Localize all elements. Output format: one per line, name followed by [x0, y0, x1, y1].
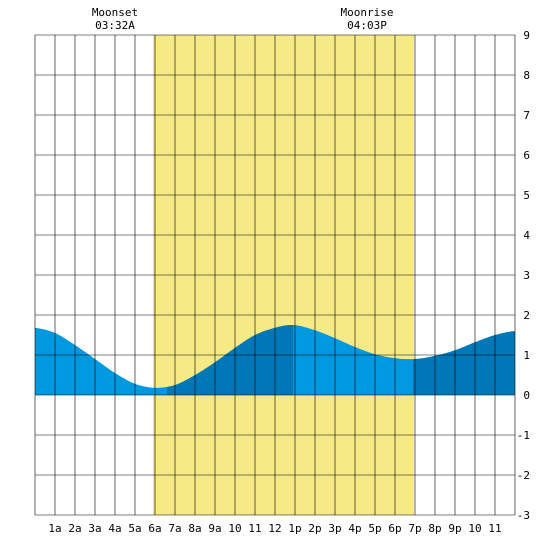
x-tick-label: 6p [388, 522, 401, 535]
x-tick-label: 12 [268, 522, 281, 535]
x-tick-label: 11 [488, 522, 501, 535]
x-tick-label: 7p [408, 522, 421, 535]
y-tick-label: 5 [523, 189, 530, 202]
y-tick-label: 7 [523, 109, 530, 122]
x-tick-label: 2a [68, 522, 81, 535]
y-tick-label: 0 [523, 389, 530, 402]
moon-event-label: Moonset [92, 6, 138, 19]
x-tick-label: 2p [308, 522, 321, 535]
x-tick-label: 4a [108, 522, 121, 535]
x-tick-label: 3p [328, 522, 341, 535]
y-tick-label: 4 [523, 229, 530, 242]
tide-area-segment-2 [167, 324, 293, 395]
x-tick-label: 1a [48, 522, 61, 535]
x-tick-label: 5a [128, 522, 141, 535]
moon-event-time: 03:32A [95, 19, 135, 32]
tide-area-segment-1 [35, 327, 167, 395]
x-tick-label: 9a [208, 522, 221, 535]
y-tick-label: 3 [523, 269, 530, 282]
x-tick-label: 4p [348, 522, 361, 535]
x-tick-label: 5p [368, 522, 381, 535]
x-tick-label: 8p [428, 522, 441, 535]
y-tick-label: 8 [523, 69, 530, 82]
tide-area-segment-3 [293, 325, 413, 395]
moon-event-label: Moonrise [341, 6, 394, 19]
y-tick-label: 6 [523, 149, 530, 162]
y-tick-label: 2 [523, 309, 530, 322]
y-tick-label: -1 [517, 429, 530, 442]
y-tick-label: -2 [517, 469, 530, 482]
y-tick-label: -3 [517, 509, 530, 522]
x-tick-label: 10 [468, 522, 481, 535]
y-tick-label: 1 [523, 349, 530, 362]
tide-area-segment-4 [413, 331, 515, 395]
y-tick-label: 9 [523, 29, 530, 42]
x-tick-label: 1p [288, 522, 301, 535]
x-tick-label: 7a [168, 522, 181, 535]
x-tick-label: 3a [88, 522, 101, 535]
x-tick-label: 10 [228, 522, 241, 535]
moon-event-time: 04:03P [347, 19, 387, 32]
x-tick-label: 8a [188, 522, 201, 535]
x-tick-label: 6a [148, 522, 161, 535]
x-tick-label: 11 [248, 522, 261, 535]
x-tick-label: 9p [448, 522, 461, 535]
